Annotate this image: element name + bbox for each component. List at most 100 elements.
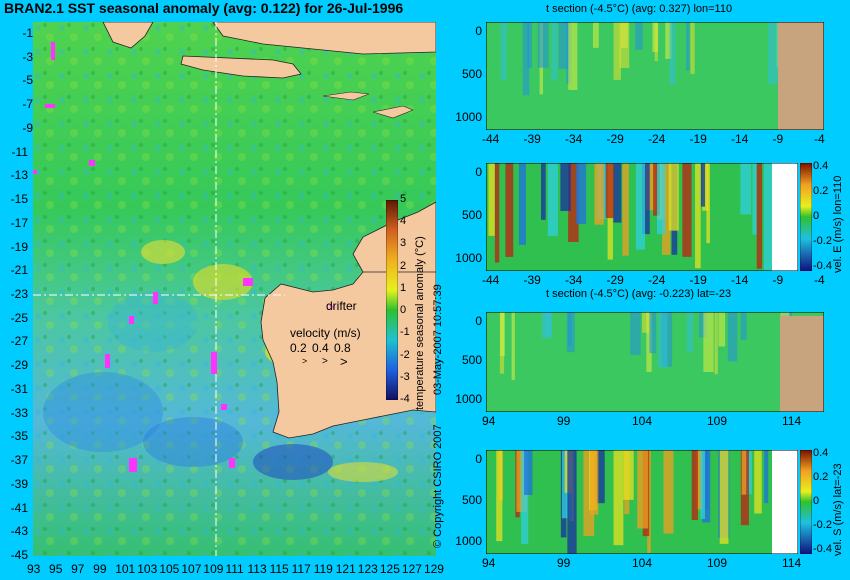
- lat-tick-label: -25: [10, 310, 28, 325]
- section-streak: [756, 163, 763, 269]
- section-streak: [568, 312, 572, 347]
- velocity-colorbar-tick: -0.2: [813, 519, 832, 531]
- map-colorbar-tick: -1: [400, 326, 410, 339]
- section-streak: [524, 450, 533, 495]
- lon-tick-label: 129: [423, 562, 444, 576]
- lat-tick-label: -21: [10, 263, 28, 278]
- section-streak: [488, 163, 495, 236]
- copyright: © Copyright CSIRO 2007: [432, 424, 444, 548]
- section-x-tick-label: 99: [557, 556, 571, 570]
- section-x-tick-label: -29: [606, 273, 624, 287]
- section-streak: [558, 22, 569, 70]
- svg-text:>: >: [328, 300, 335, 314]
- section-streak: [663, 450, 674, 534]
- section-streak: [576, 163, 587, 224]
- lon-tick-label: 117: [291, 562, 311, 576]
- section-streak: [635, 163, 646, 250]
- section-x-tick-label: -44: [482, 132, 500, 146]
- section-streak: [642, 312, 650, 333]
- section-x-tick-label: -19: [689, 132, 707, 146]
- section-streak: [613, 163, 622, 223]
- map-title: BRAN2.1 SST seasonal anomaly (avg: 0.122…: [4, 0, 404, 16]
- section-streak: [703, 312, 714, 372]
- drifter-legend-label: drifter: [326, 299, 357, 313]
- map-colorbar-tick: -2: [400, 348, 410, 361]
- section-plot: [486, 163, 798, 271]
- section-streak: [696, 450, 704, 510]
- velocity-value-2: 0.4: [312, 341, 329, 355]
- section-streak: [668, 163, 679, 231]
- section-x-tick-label: 109: [707, 556, 728, 570]
- section-streak: [702, 163, 709, 211]
- section-x-tick-label: -24: [648, 273, 666, 287]
- section-streak: [594, 163, 604, 225]
- section-streak: [741, 450, 747, 495]
- lat-tick-label: -31: [10, 381, 28, 396]
- lat-tick-label: -17: [10, 215, 28, 230]
- velocity-colorbar-tick: -0.2: [813, 235, 832, 247]
- velocity-colorbar-tick: -0.4: [813, 543, 832, 555]
- map-colorbar-tick: 3: [400, 237, 407, 250]
- depth-tick-label: 1000: [455, 251, 482, 265]
- depth-tick-label: 500: [461, 353, 482, 367]
- section-plot: [486, 450, 798, 554]
- lon-tick-label: 119: [313, 562, 333, 576]
- section-streak: [740, 163, 752, 215]
- depth-tick-label: 1000: [455, 534, 482, 548]
- section-streak: [540, 163, 546, 220]
- section-streak: [699, 312, 707, 338]
- lon-tick-label: 105: [159, 562, 180, 576]
- section-x-tick-label: 109: [707, 414, 728, 428]
- section-streak: [537, 22, 549, 68]
- depth-tick-label: 0: [475, 314, 482, 328]
- java-island: [180, 55, 302, 79]
- section-streak: [522, 22, 530, 96]
- section-streak: [568, 163, 579, 242]
- lon-tick-label: 113: [247, 562, 267, 576]
- section-title: t section (-4.5°C) (avg: 0.327) lon=110: [546, 3, 733, 15]
- lon-tick-label: 101: [115, 562, 136, 576]
- lat-tick-label: -39: [10, 476, 28, 491]
- section-streak: [656, 163, 666, 235]
- velocity-arrow-large: >: [340, 354, 348, 369]
- timestamp: 03-May-2007 10:57:39: [432, 284, 444, 395]
- section-streak: [592, 22, 599, 48]
- velocity-colorbar-tick: 0: [813, 495, 820, 507]
- lat-tick-label: -11: [11, 144, 28, 159]
- section-streak: [653, 163, 660, 216]
- section-streak: [718, 312, 726, 347]
- section-x-tick-label: 104: [632, 414, 653, 428]
- section-streak: [567, 450, 577, 554]
- map-colorbar-tick: 4: [400, 215, 407, 228]
- section-streak: [690, 22, 695, 74]
- map-colorbar: [386, 200, 398, 400]
- lat-tick-label: -19: [10, 239, 28, 254]
- section-streak: [613, 22, 621, 80]
- map-colorbar-label: temperature seasonal anomaly (°C): [414, 236, 426, 410]
- section-land: [772, 450, 798, 554]
- lat-tick-label: -33: [10, 405, 28, 420]
- section-streak: [630, 312, 641, 355]
- lon-tick-label: 115: [269, 562, 289, 576]
- section-x-tick-label: -29: [606, 132, 624, 146]
- velocity-colorbar-tick: 0: [813, 210, 820, 222]
- section-land: [778, 22, 824, 130]
- depth-tick-label: 0: [475, 24, 482, 38]
- depth-tick-label: 0: [475, 165, 482, 179]
- lat-tick-label: -29: [10, 358, 28, 373]
- section-streak: [685, 22, 690, 71]
- lat-tick-label: -23: [10, 287, 28, 301]
- depth-tick-label: 0: [475, 452, 482, 466]
- section-streak: [494, 163, 500, 263]
- section-streak: [700, 450, 705, 519]
- section-streak: [637, 450, 649, 529]
- section-x-tick-label: -9: [772, 132, 784, 146]
- lon-tick-label: 111: [225, 562, 244, 576]
- velocity-colorbar-label: vel. S (m/s) lat=-23: [832, 463, 844, 556]
- lat-tick-label: -37: [10, 453, 28, 468]
- section-x-tick-label: -24: [648, 132, 666, 146]
- velocity-value-1: 0.2: [290, 341, 307, 355]
- section-streak: [568, 22, 578, 90]
- depth-tick-label: 1000: [455, 392, 482, 406]
- section-streak: [596, 450, 605, 504]
